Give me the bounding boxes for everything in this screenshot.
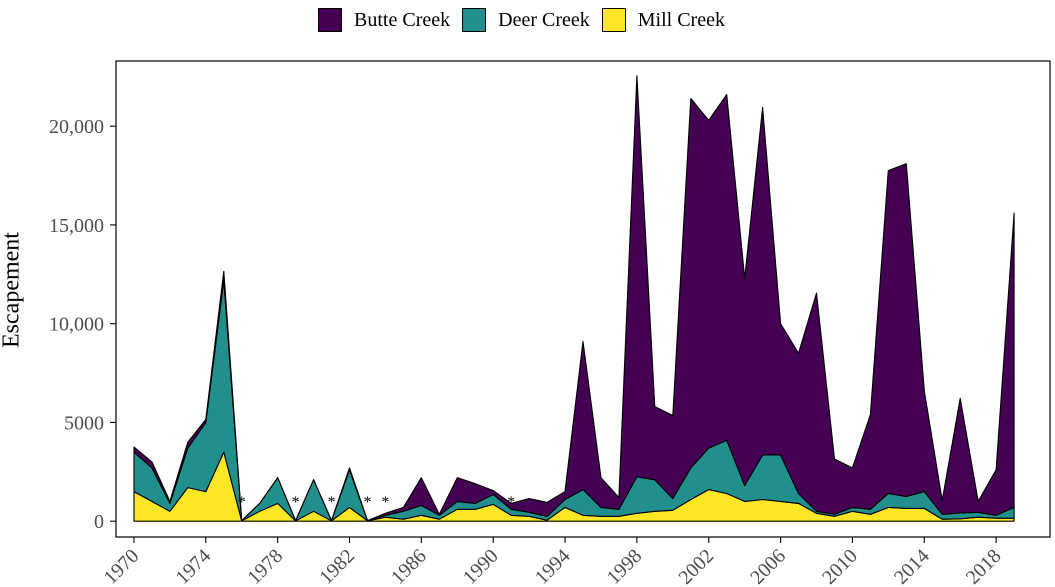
x-tick-label-3: 1982: [315, 545, 359, 587]
annotation-3: *: [363, 494, 371, 511]
annotation-1: *: [292, 494, 300, 511]
annotation-4: *: [381, 494, 389, 511]
x-tick-label-5: 1990: [459, 545, 503, 587]
legend-swatch-butte: [318, 8, 343, 32]
area-butte-creek: [133, 75, 1015, 522]
legend-item-deer: Deer Creek: [462, 8, 590, 32]
legend-item-mill: Mill Creek: [601, 8, 725, 32]
chart-legend: Butte Creek Deer Creek Mill Creek: [0, 8, 1055, 32]
annotation-0: *: [238, 494, 246, 511]
plot-panel-border: [115, 60, 1051, 538]
x-tick-label-7: 1998: [603, 545, 647, 587]
legend-swatch-mill: [601, 8, 626, 32]
x-tick-label-11: 2014: [890, 545, 934, 587]
legend-label-butte: Butte Creek: [354, 8, 451, 31]
y-tick-label-2: 10,000: [49, 314, 104, 336]
y-tick-label-4: 20,000: [49, 116, 104, 138]
x-tick-label-2: 1978: [243, 545, 287, 587]
annotation-5: *: [507, 494, 515, 511]
legend-label-mill: Mill Creek: [637, 8, 725, 31]
annotation-2: *: [328, 494, 336, 511]
x-tick-label-0: 1970: [100, 545, 144, 587]
x-tick-label-8: 2002: [674, 545, 718, 587]
x-tick-label-12: 2018: [962, 545, 1006, 587]
y-tick-label-0: 0: [94, 511, 104, 533]
x-tick-label-6: 1994: [531, 545, 575, 587]
legend-item-butte: Butte Creek: [318, 8, 450, 32]
x-tick-label-10: 2010: [818, 545, 862, 587]
x-tick-label-4: 1986: [387, 545, 431, 587]
x-tick-label-1: 1974: [172, 545, 216, 587]
legend-label-deer: Deer Creek: [498, 8, 590, 31]
y-tick-label-3: 15,000: [49, 215, 104, 237]
x-tick-label-9: 2006: [746, 545, 790, 587]
legend-swatch-deer: [462, 8, 487, 32]
y-tick-label-1: 5000: [64, 412, 104, 434]
